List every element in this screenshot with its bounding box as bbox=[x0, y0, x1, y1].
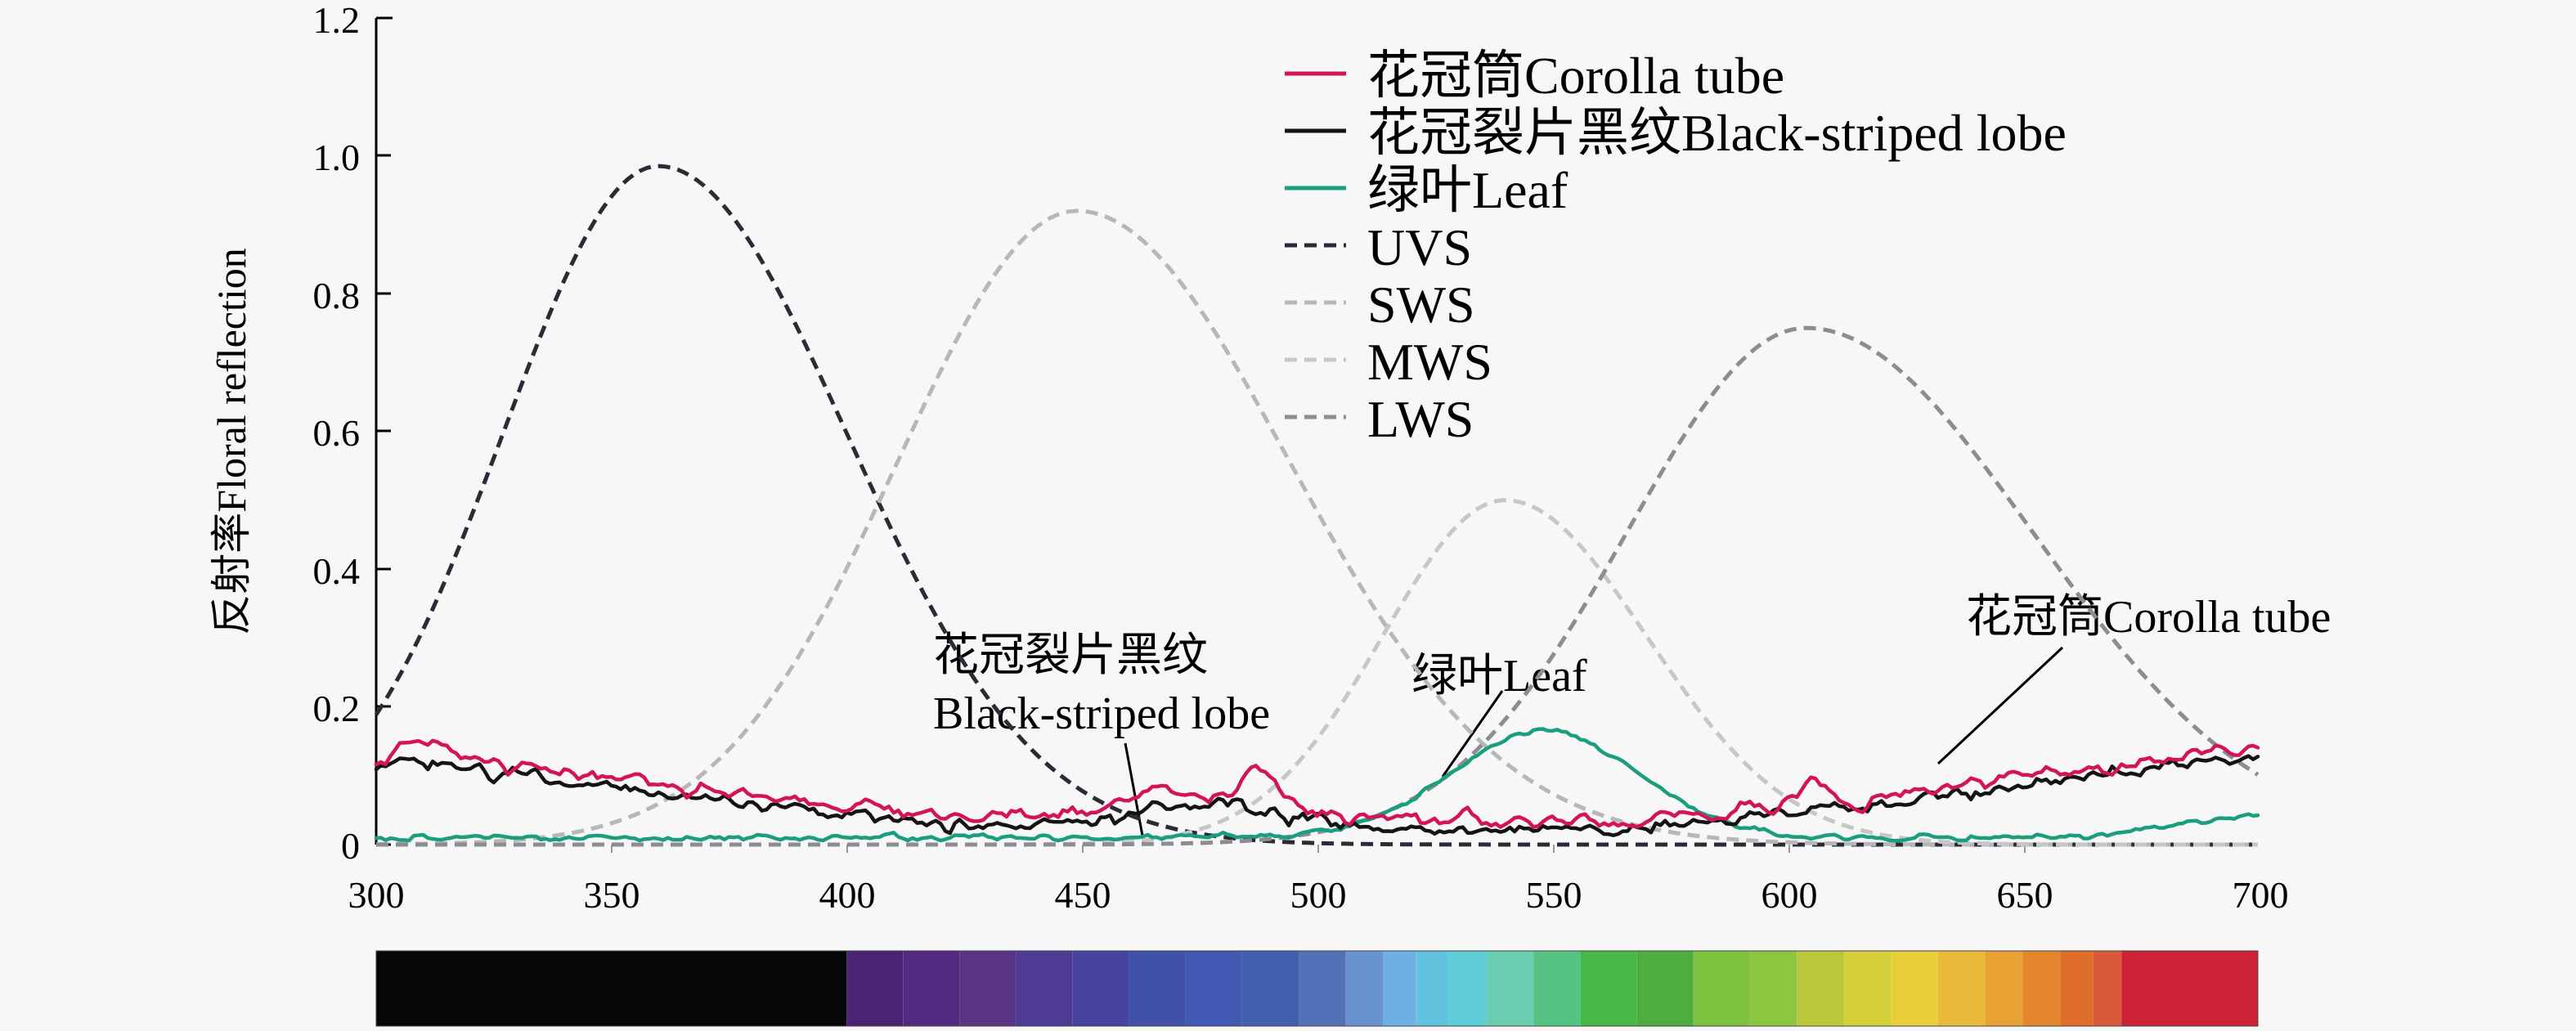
svg-text:350: 350 bbox=[584, 874, 640, 916]
svg-text:1.0: 1.0 bbox=[313, 137, 361, 178]
svg-text:MWS: MWS bbox=[1367, 333, 1492, 391]
svg-text:650: 650 bbox=[1997, 874, 2053, 916]
svg-text:450: 450 bbox=[1055, 874, 1111, 916]
svg-text:700: 700 bbox=[2233, 874, 2289, 916]
svg-text:花冠裂片黑纹Black-striped lobe: 花冠裂片黑纹Black-striped lobe bbox=[1367, 104, 2067, 162]
svg-text:0.6: 0.6 bbox=[313, 412, 361, 454]
svg-text:0: 0 bbox=[341, 825, 360, 867]
svg-text:花冠筒Corolla tube: 花冠筒Corolla tube bbox=[1367, 47, 1784, 105]
svg-text:550: 550 bbox=[1526, 874, 1582, 916]
svg-text:UVS: UVS bbox=[1367, 218, 1472, 276]
svg-text:绿叶Leaf: 绿叶Leaf bbox=[1367, 161, 1568, 219]
svg-text:0.4: 0.4 bbox=[313, 550, 361, 592]
svg-text:SWS: SWS bbox=[1367, 276, 1475, 334]
svg-text:500: 500 bbox=[1290, 874, 1347, 916]
svg-text:LWS: LWS bbox=[1367, 390, 1474, 448]
svg-text:0.8: 0.8 bbox=[313, 275, 361, 316]
svg-text:600: 600 bbox=[1761, 874, 1818, 916]
svg-text:400: 400 bbox=[819, 874, 876, 916]
svg-text:1.2: 1.2 bbox=[313, 0, 361, 41]
svg-text:反射率Floral reflection: 反射率Floral reflection bbox=[209, 248, 254, 635]
svg-text:0.2: 0.2 bbox=[313, 688, 361, 729]
svg-text:花冠筒Corolla tube: 花冠筒Corolla tube bbox=[1966, 592, 2331, 643]
svg-text:300: 300 bbox=[348, 874, 405, 916]
svg-text:Black-striped lobe: Black-striped lobe bbox=[933, 688, 1270, 739]
svg-text:花冠裂片黑纹: 花冠裂片黑纹 bbox=[933, 630, 1208, 681]
